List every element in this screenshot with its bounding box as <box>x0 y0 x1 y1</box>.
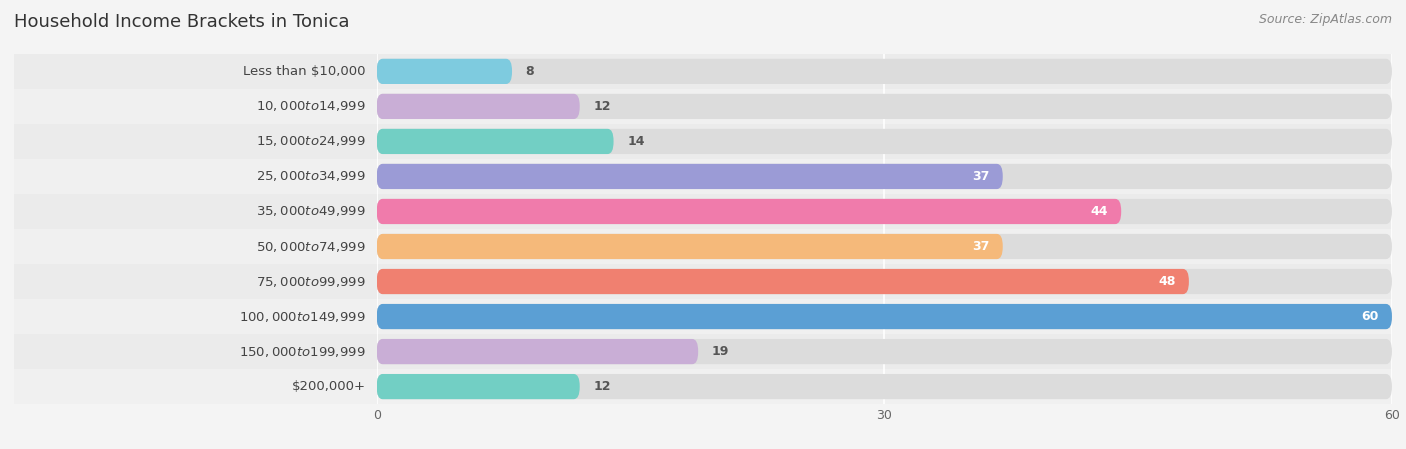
Bar <box>377 264 1392 299</box>
Text: Less than $10,000: Less than $10,000 <box>243 65 366 78</box>
Text: $75,000 to $99,999: $75,000 to $99,999 <box>256 274 366 289</box>
FancyBboxPatch shape <box>377 199 1392 224</box>
Bar <box>14 54 377 89</box>
Text: 12: 12 <box>593 380 610 393</box>
Bar <box>14 194 377 229</box>
FancyBboxPatch shape <box>377 374 1392 399</box>
Bar <box>377 299 1392 334</box>
Text: 37: 37 <box>972 240 990 253</box>
FancyBboxPatch shape <box>377 269 1189 294</box>
Text: $35,000 to $49,999: $35,000 to $49,999 <box>256 204 366 219</box>
Text: 8: 8 <box>526 65 534 78</box>
Text: $15,000 to $24,999: $15,000 to $24,999 <box>256 134 366 149</box>
Bar <box>14 264 377 299</box>
Text: $100,000 to $149,999: $100,000 to $149,999 <box>239 309 366 324</box>
Bar <box>14 299 377 334</box>
FancyBboxPatch shape <box>377 94 1392 119</box>
Text: 48: 48 <box>1159 275 1175 288</box>
FancyBboxPatch shape <box>377 129 613 154</box>
Text: $150,000 to $199,999: $150,000 to $199,999 <box>239 344 366 359</box>
Bar <box>377 159 1392 194</box>
FancyBboxPatch shape <box>377 234 1392 259</box>
FancyBboxPatch shape <box>377 339 699 364</box>
Text: 37: 37 <box>972 170 990 183</box>
Bar <box>14 334 377 369</box>
Bar <box>377 54 1392 89</box>
FancyBboxPatch shape <box>377 199 1121 224</box>
FancyBboxPatch shape <box>377 164 1392 189</box>
Bar <box>377 334 1392 369</box>
FancyBboxPatch shape <box>377 164 1002 189</box>
Bar <box>377 124 1392 159</box>
FancyBboxPatch shape <box>377 304 1392 329</box>
Bar <box>14 229 377 264</box>
Text: $200,000+: $200,000+ <box>292 380 366 393</box>
FancyBboxPatch shape <box>377 59 1392 84</box>
Bar <box>14 369 377 404</box>
Text: 12: 12 <box>593 100 610 113</box>
Text: $10,000 to $14,999: $10,000 to $14,999 <box>256 99 366 114</box>
FancyBboxPatch shape <box>377 234 1002 259</box>
FancyBboxPatch shape <box>377 129 1392 154</box>
Bar <box>14 124 377 159</box>
FancyBboxPatch shape <box>377 269 1392 294</box>
Text: 19: 19 <box>711 345 730 358</box>
Bar <box>14 89 377 124</box>
FancyBboxPatch shape <box>377 304 1392 329</box>
Text: 44: 44 <box>1090 205 1108 218</box>
Bar <box>377 369 1392 404</box>
Text: Source: ZipAtlas.com: Source: ZipAtlas.com <box>1258 13 1392 26</box>
Text: $25,000 to $34,999: $25,000 to $34,999 <box>256 169 366 184</box>
Bar <box>377 194 1392 229</box>
Text: $50,000 to $74,999: $50,000 to $74,999 <box>256 239 366 254</box>
Bar <box>377 229 1392 264</box>
Text: Household Income Brackets in Tonica: Household Income Brackets in Tonica <box>14 13 350 31</box>
FancyBboxPatch shape <box>377 339 1392 364</box>
FancyBboxPatch shape <box>377 59 512 84</box>
Bar <box>377 89 1392 124</box>
Text: 14: 14 <box>627 135 644 148</box>
Bar <box>14 159 377 194</box>
FancyBboxPatch shape <box>377 94 579 119</box>
Text: 60: 60 <box>1361 310 1378 323</box>
FancyBboxPatch shape <box>377 374 579 399</box>
